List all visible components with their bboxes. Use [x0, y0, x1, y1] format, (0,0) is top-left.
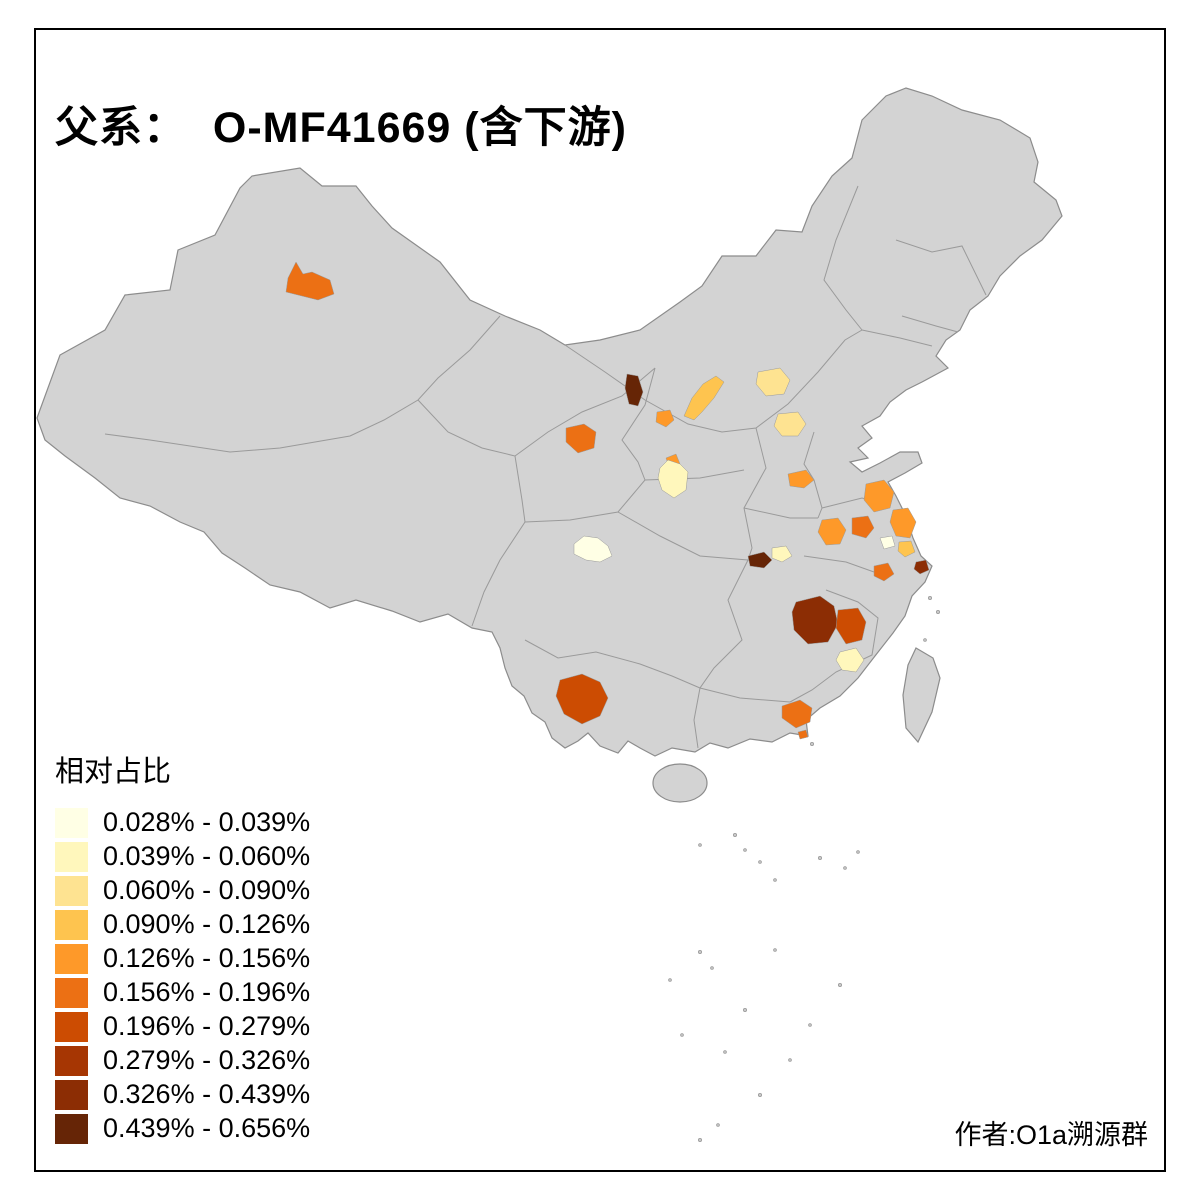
- legend-item: 0.090% - 0.126%: [55, 908, 310, 941]
- legend-item: 0.196% - 0.279%: [55, 1010, 310, 1043]
- legend-label: 0.039% - 0.060%: [103, 841, 311, 871]
- highlighted-regions: [285, 261, 930, 740]
- province-borders: [104, 185, 987, 749]
- legend-swatch: [55, 875, 88, 906]
- map-region-anhui: [817, 517, 847, 546]
- province-border: [861, 329, 933, 347]
- legend-label: 0.326% - 0.439%: [103, 1079, 311, 1109]
- map-region-hubei-pale: [771, 545, 793, 563]
- map-region-jiangsu-east: [889, 507, 917, 539]
- map-region-hunan: [791, 595, 839, 645]
- map-region-xinjiang: [285, 261, 335, 301]
- province-border: [693, 427, 767, 749]
- map-region-henan: [787, 469, 815, 489]
- legend-item: 0.156% - 0.196%: [55, 976, 310, 1009]
- province-border: [104, 315, 501, 453]
- map-region-jiangsu-mid: [851, 515, 875, 539]
- map-region-jiangsu-south: [897, 540, 916, 558]
- map-region-jiangsu-pale: [879, 535, 896, 550]
- province-border: [699, 687, 791, 703]
- legend-label: 0.126% - 0.156%: [103, 943, 311, 973]
- map-region-shanghai: [913, 559, 930, 575]
- legend-item: 0.326% - 0.439%: [55, 1078, 310, 1111]
- map-region-guangdong-dot: [797, 729, 809, 740]
- province-border: [789, 589, 879, 703]
- map-region-jiangsu-north: [863, 479, 895, 513]
- legend-swatch: [55, 1079, 88, 1110]
- province-border: [524, 639, 701, 689]
- province-border: [803, 555, 875, 573]
- province-border: [417, 399, 526, 627]
- legend-item: 0.126% - 0.156%: [55, 942, 310, 975]
- legend-swatch: [55, 909, 88, 940]
- legend-swatch: [55, 1113, 88, 1144]
- map-region-ningxia-dark: [624, 373, 644, 407]
- map-region-yunnan: [555, 673, 609, 725]
- legend-label: 0.090% - 0.126%: [103, 909, 311, 939]
- legend-label: 0.156% - 0.196%: [103, 977, 311, 1007]
- map-region-shanxi-south: [773, 411, 807, 437]
- legend-item: 0.039% - 0.060%: [55, 840, 310, 873]
- map-region-gansu-east: [655, 409, 675, 428]
- map-region-fujian: [835, 647, 865, 673]
- province-border: [823, 185, 863, 331]
- attribution: 作者:O1a溯源群: [954, 1120, 1148, 1150]
- legend-label: 0.028% - 0.039%: [103, 807, 311, 837]
- legend-item: 0.439% - 0.656%: [55, 1112, 310, 1145]
- province-border: [895, 239, 987, 296]
- map-region-shanxi-north: [755, 367, 791, 397]
- legend-label: 0.439% - 0.656%: [103, 1113, 311, 1143]
- map-region-sichuan: [573, 535, 613, 563]
- map-region-ningxia-light: [683, 375, 725, 421]
- legend: 相对占比 0.028% - 0.039% 0.039% - 0.060% 0.0…: [55, 748, 310, 1146]
- legend-swatch: [55, 1045, 88, 1076]
- china-landmass: [36, 87, 1063, 757]
- legend-item: 0.060% - 0.090%: [55, 874, 310, 907]
- legend-swatch: [55, 841, 88, 872]
- legend-swatch: [55, 807, 88, 838]
- legend-swatch: [55, 977, 88, 1008]
- province-border: [564, 329, 863, 433]
- province-border: [901, 315, 959, 333]
- map-region-zhejiang: [873, 562, 895, 582]
- sea-islands: [668, 596, 941, 1143]
- legend-label: 0.196% - 0.279%: [103, 1011, 311, 1041]
- map-region-hubei-dark: [747, 551, 773, 569]
- map-region-guangdong: [781, 699, 813, 729]
- hainan-island: [652, 763, 708, 803]
- map-region-jiangxi: [835, 607, 867, 645]
- map-region-shaanxi: [657, 459, 689, 499]
- legend-item: 0.028% - 0.039%: [55, 806, 310, 839]
- legend-swatch: [55, 943, 88, 974]
- legend-title: 相对占比: [55, 756, 172, 788]
- figure-title: 父系： O-MF41669 (含下游): [55, 103, 627, 152]
- province-border: [524, 367, 656, 523]
- legend-swatch: [55, 1011, 88, 1042]
- province-border: [743, 507, 818, 519]
- legend-label: 0.279% - 0.326%: [103, 1045, 311, 1075]
- plot-border: [34, 28, 1166, 1172]
- taiwan-island: [902, 647, 941, 744]
- legend-label: 0.060% - 0.090%: [103, 875, 311, 905]
- legend-item: 0.279% - 0.326%: [55, 1044, 310, 1077]
- province-border: [617, 511, 749, 561]
- map-region-gansu-west: [565, 423, 597, 454]
